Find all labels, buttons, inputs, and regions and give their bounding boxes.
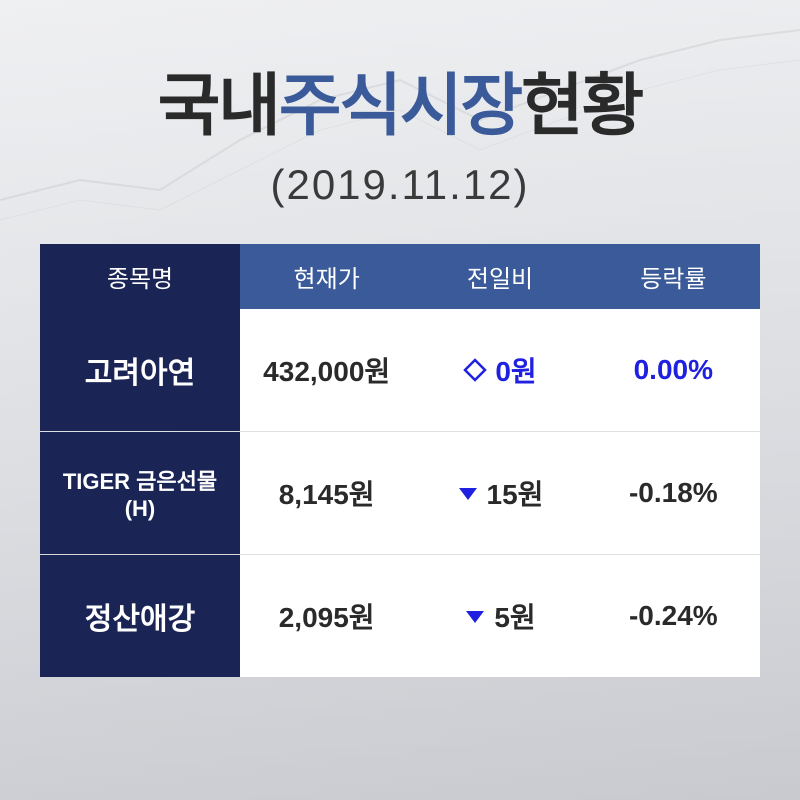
column-header-rate: 등락률 — [587, 244, 760, 309]
stock-change: 15원 — [413, 432, 586, 554]
page-title: 국내주식시장현황 — [0, 50, 800, 149]
change-value: 15원 — [487, 473, 544, 513]
stock-rate: -0.18% — [587, 432, 760, 554]
title-section: 국내주식시장현황 (2019.11.12) — [0, 0, 800, 209]
stock-change: 5원 — [413, 555, 586, 677]
change-value: 0원 — [495, 350, 536, 390]
stock-name: 정산애강 — [40, 555, 240, 677]
stock-price: 2,095원 — [240, 555, 413, 677]
table-row: 정산애강 2,095원 5원 -0.24% — [40, 555, 760, 677]
stock-rate: 0.00% — [587, 309, 760, 431]
stock-price: 8,145원 — [240, 432, 413, 554]
table-header-row: 종목명 현재가 전일비 등락률 — [40, 244, 760, 309]
column-header-name: 종목명 — [40, 244, 240, 309]
stock-name: TIGER 금은선물(H) — [40, 432, 240, 554]
stock-change: 0원 — [413, 309, 586, 431]
stock-rate: -0.24% — [587, 555, 760, 677]
stock-table: 종목명 현재가 전일비 등락률 고려아연 432,000원 0원 0.00% T… — [40, 244, 760, 677]
stock-price: 432,000원 — [240, 309, 413, 431]
stock-name: 고려아연 — [40, 309, 240, 431]
table-row: 고려아연 432,000원 0원 0.00% — [40, 309, 760, 431]
date-subtitle: (2019.11.12) — [0, 161, 800, 209]
diamond-icon — [463, 358, 487, 382]
title-part-3: 현황 — [521, 68, 642, 144]
down-triangle-icon — [464, 605, 486, 627]
column-header-price: 현재가 — [240, 244, 413, 309]
change-value: 5원 — [494, 596, 535, 636]
table-row: TIGER 금은선물(H) 8,145원 15원 -0.18% — [40, 432, 760, 554]
title-part-1: 국내 — [158, 68, 279, 144]
column-header-change: 전일비 — [413, 244, 586, 309]
down-triangle-icon — [457, 482, 479, 504]
title-part-2: 주식시장 — [279, 68, 521, 144]
